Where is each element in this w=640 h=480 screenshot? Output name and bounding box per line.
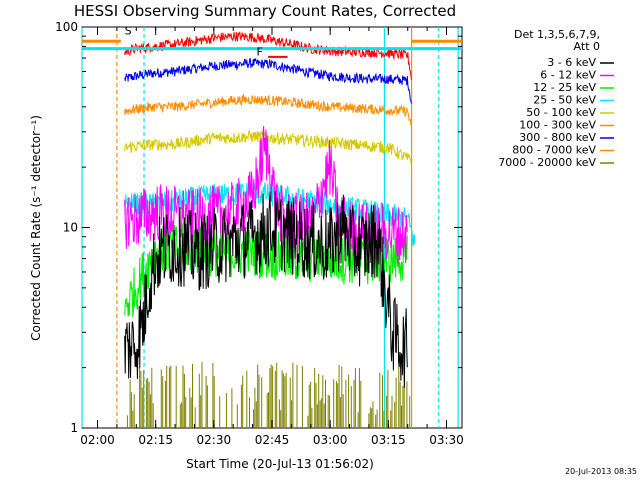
- x-tick-label-4: 03:00: [313, 433, 348, 447]
- y-tick-label-0: 1: [70, 421, 78, 435]
- legend-header-line-1: Det 1,3,5,6,7,9,: [514, 28, 600, 41]
- legend-label-1: 6 - 12 keV: [540, 69, 596, 82]
- y-axis-ticks: 1 10 100: [55, 20, 462, 435]
- series-300-800-kev: [124, 57, 412, 104]
- legend-label-2: 12 - 25 keV: [533, 81, 596, 94]
- timestamp: 20-Jul-2013 08:35: [565, 467, 637, 476]
- legend-header-line-2: Att 0: [574, 40, 600, 53]
- y-tick-label-1: 10: [63, 221, 78, 235]
- x-tick-label-3: 02:45: [255, 433, 290, 447]
- annotation-f: F: [256, 46, 262, 59]
- legend-label-8: 7000 - 20000 keV: [498, 156, 596, 169]
- legend-label-6: 300 - 800 keV: [519, 131, 596, 144]
- annotations-group: SF: [125, 24, 288, 59]
- series-group: [82, 31, 462, 428]
- annotation-s: S: [125, 24, 132, 37]
- series-7000-20000-kev: [126, 361, 411, 428]
- x-tick-label-5: 03:15: [371, 433, 406, 447]
- x-tick-label-2: 02:30: [197, 433, 232, 447]
- legend-label-3: 25 - 50 keV: [533, 94, 596, 107]
- series-50-100-kev: [124, 129, 412, 164]
- x-axis-label: Start Time (20-Jul-13 01:56:02): [186, 457, 374, 471]
- x-axis-ticks: 02:00 02:15 02:30 02:45 03:00 03:15 03:30: [80, 27, 464, 447]
- series-100-300-kev: [124, 93, 412, 128]
- chart-title: HESSI Observing Summary Count Rates, Cor…: [74, 2, 456, 20]
- legend-label-0: 3 - 6 keV: [547, 56, 596, 69]
- y-axis-label: Corrected Count Rate (s⁻¹ detector⁻¹): [29, 115, 43, 341]
- legend-label-5: 100 - 300 keV: [519, 119, 596, 132]
- x-tick-label-1: 02:15: [138, 433, 173, 447]
- x-tick-label-6: 03:30: [429, 433, 464, 447]
- x-tick-label-0: 02:00: [80, 433, 115, 447]
- legend-label-4: 50 - 100 keV: [526, 106, 596, 119]
- series-6-12-kev: [124, 125, 408, 265]
- legend-label-7: 800 - 7000 keV: [512, 144, 596, 157]
- series-3-6-kev: [124, 191, 408, 388]
- series-red: [124, 31, 412, 80]
- y-tick-label-2: 100: [55, 20, 78, 34]
